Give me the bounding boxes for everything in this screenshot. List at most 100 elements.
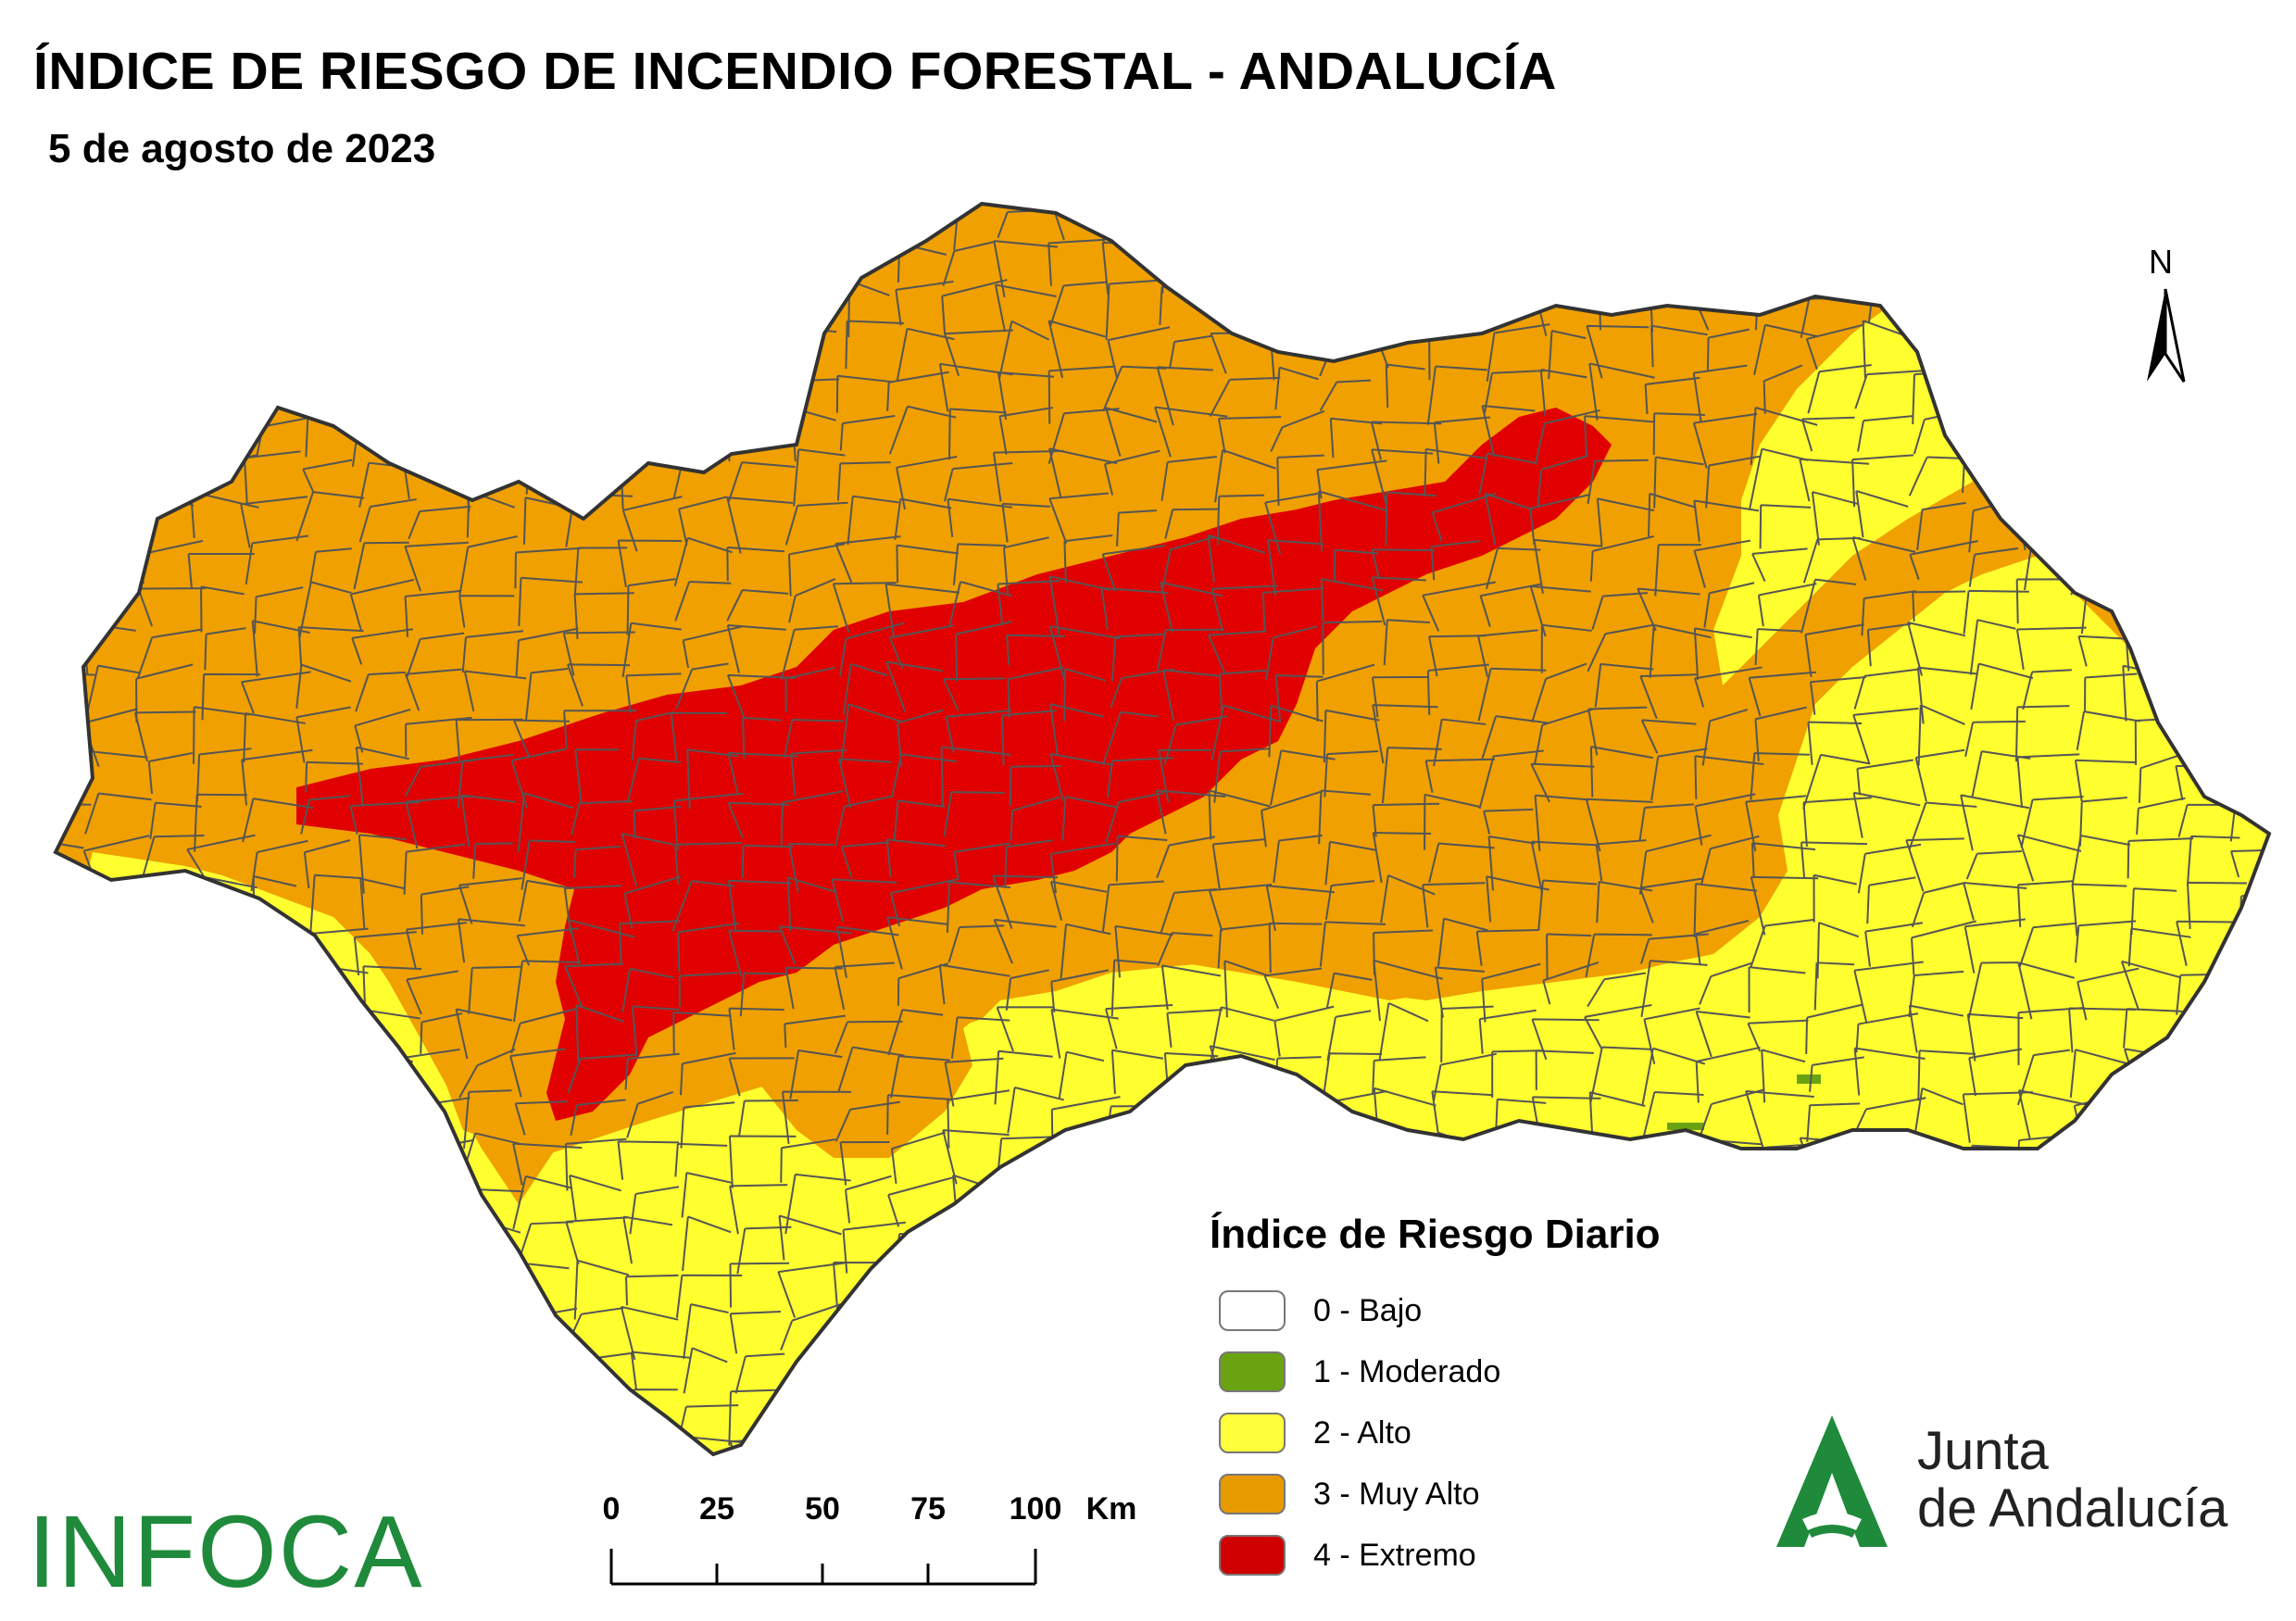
municipal-border-line: [1324, 840, 1376, 886]
municipal-border-line: [1744, 240, 1813, 298]
municipal-border-line: [350, 279, 417, 326]
municipal-border-line: [1693, 499, 1760, 542]
municipal-border-line: [2018, 922, 2077, 968]
municipal-border-line: [408, 1439, 458, 1454]
municipal-border-line: [458, 1048, 516, 1099]
municipal-border-line: [254, 586, 304, 635]
municipal-border-line: [2014, 204, 2078, 247]
municipal-border-line: [2073, 204, 2125, 248]
municipal-border-line: [1586, 1137, 1651, 1193]
municipal-border-line: [358, 498, 417, 543]
municipal-border-line: [682, 1215, 732, 1272]
municipal-border-line: [781, 234, 850, 295]
municipal-border-line: [141, 1318, 199, 1361]
municipal-border-line: [671, 880, 735, 933]
municipal-border-line: [1970, 662, 2034, 710]
municipal-border-line: [993, 240, 1059, 298]
municipal-border-line: [201, 672, 260, 721]
municipal-border-line: [1806, 1102, 1861, 1142]
municipal-border-line: [1692, 412, 1758, 469]
municipal-border-line: [2071, 496, 2139, 550]
municipal-border-line: [194, 410, 249, 457]
municipal-border-line: [831, 878, 897, 923]
municipal-border-line: [96, 1303, 144, 1350]
municipal-border-line: [726, 496, 794, 554]
municipal-border-line: [837, 1046, 905, 1092]
municipal-border-line: [787, 1443, 850, 1454]
municipal-border-line: [1917, 704, 1965, 766]
municipal-border-line: [784, 966, 843, 1010]
municipal-border-line: [1586, 324, 1650, 379]
municipal-border-line: [403, 288, 464, 334]
municipal-border-line: [1437, 917, 1488, 967]
municipal-border-line: [465, 324, 516, 377]
municipal-border-line: [682, 625, 743, 669]
municipal-border-line: [834, 795, 894, 847]
municipal-border-line: [952, 1222, 1010, 1275]
municipal-border-line: [2018, 1260, 2072, 1305]
municipal-border-line: [56, 1304, 95, 1359]
municipal-border-line: [835, 1349, 893, 1405]
municipal-border-line: [1529, 584, 1591, 637]
municipal-border-line: [1212, 1091, 1270, 1147]
municipal-border-line: [1802, 753, 1870, 810]
municipal-border-line: [56, 1217, 92, 1264]
municipal-border-line: [2015, 626, 2087, 671]
municipal-border-line: [672, 405, 736, 464]
municipal-border-line: [56, 1434, 92, 1454]
municipal-border-line: [789, 1394, 835, 1435]
scale-tick-label: 50: [805, 1491, 840, 1527]
municipal-border-line: [1274, 366, 1319, 410]
municipal-border-line: [1705, 455, 1762, 509]
municipal-border-line: [514, 547, 582, 589]
municipal-border-line: [896, 544, 960, 584]
municipal-border-line: [847, 1401, 901, 1431]
municipal-border-line: [1273, 835, 1323, 884]
municipal-border-line: [2239, 538, 2269, 591]
municipal-border-line: [1917, 1049, 1976, 1101]
municipal-border-line: [1976, 204, 2023, 248]
municipal-border-line: [2018, 1344, 2074, 1397]
municipal-border-line: [1491, 1049, 1545, 1099]
municipal-border-line: [2186, 835, 2240, 886]
municipal-border-line: [353, 541, 409, 590]
municipal-border-line: [670, 236, 735, 283]
municipal-border-line: [620, 1433, 678, 1454]
municipal-border-line: [144, 1224, 194, 1264]
municipal-border-line: [625, 672, 682, 713]
municipal-border-line: [567, 1053, 638, 1093]
municipal-border-line: [831, 204, 898, 256]
municipal-border-line: [1916, 501, 1966, 550]
municipal-border-line: [470, 364, 525, 421]
municipal-border-line: [1115, 835, 1168, 882]
municipal-border-line: [295, 663, 352, 709]
municipal-border-line: [674, 581, 732, 622]
municipal-border-line: [1531, 662, 1587, 723]
municipal-border-line: [2239, 506, 2269, 548]
municipal-border-line: [1385, 491, 1437, 547]
map-date: 5 de agosto de 2023: [48, 126, 436, 171]
municipal-border-line: [996, 1006, 1054, 1052]
municipal-border-line: [356, 204, 408, 245]
municipal-border-line: [942, 677, 1006, 711]
municipal-border-line: [463, 670, 527, 712]
municipal-border-line: [782, 204, 847, 256]
legend-label: 1 - Moderado: [1313, 1353, 1501, 1389]
municipal-border-line: [2074, 920, 2137, 963]
municipal-border-line: [1169, 1227, 1214, 1274]
municipal-border-line: [1207, 534, 1266, 583]
municipal-border-line: [521, 1388, 575, 1431]
legend-item-muy-alto: 3 - Muy Alto: [1210, 1464, 1858, 1525]
municipal-border-line: [2020, 796, 2084, 848]
municipal-border-line: [2071, 883, 2127, 936]
municipal-border-line: [1154, 406, 1228, 458]
municipal-border-line: [1970, 1351, 2026, 1389]
municipal-border-line: [250, 839, 308, 892]
municipal-border-line: [1383, 619, 1431, 666]
risk-zone-muy-alto-coast: [93, 797, 1760, 1158]
municipal-border-line: [1529, 494, 1590, 545]
municipal-border-line: [1751, 547, 1808, 582]
municipal-border-line: [1369, 204, 1428, 249]
north-label: N: [2149, 243, 2173, 281]
municipal-border-line: [2017, 1089, 2087, 1139]
